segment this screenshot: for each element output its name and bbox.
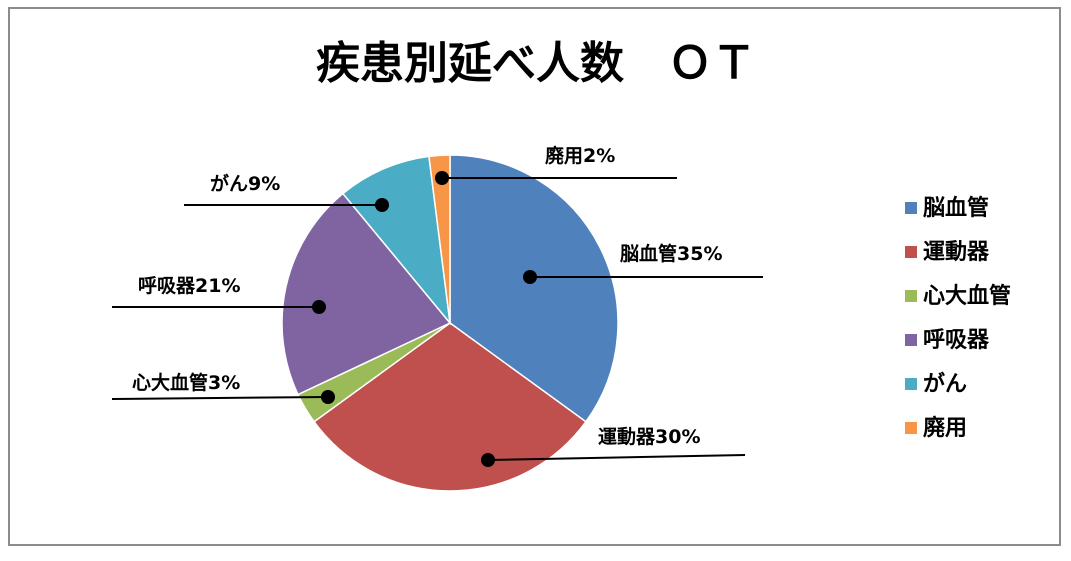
legend-label-5: がん (923, 371, 967, 397)
legend-swatch-3 (905, 290, 917, 302)
leader-dot-3 (321, 390, 335, 404)
leader-lines (111, 171, 763, 467)
legend-swatch-2 (905, 246, 917, 258)
leader-dot-4 (312, 300, 326, 314)
legend-label-6: 廃用 (923, 415, 967, 441)
data-label-6: 廃用2% (545, 144, 615, 167)
legend-swatch-1 (905, 202, 917, 214)
data-labels: 脳血管35% 運動器30% 心大血管3% 呼吸器21% がん9% 廃用2% (132, 144, 722, 448)
legend-swatch-5 (905, 378, 917, 390)
leader-dot-5 (375, 198, 389, 212)
legend-swatch-6 (905, 422, 917, 434)
legend-swatch-4 (905, 334, 917, 346)
leader-dot-1 (523, 270, 537, 284)
data-label-1: 脳血管35% (619, 242, 722, 265)
pie-slice-1 (449, 154, 619, 423)
legend-label-2: 運動器 (923, 240, 990, 265)
data-label-2: 運動器30% (598, 426, 700, 448)
pie-slice-2 (313, 322, 587, 492)
leader-line-3 (111, 396, 329, 400)
leader-dot-6 (435, 171, 449, 185)
leader-line-2 (487, 454, 746, 461)
pie-slices (281, 154, 619, 492)
legend-label-1: 脳血管 (923, 195, 989, 221)
legend-label-3: 心大血管 (923, 283, 1011, 309)
pie-slice-4 (281, 192, 452, 396)
data-label-4: 呼吸器21% (138, 275, 240, 297)
pie-slice-5 (341, 155, 452, 326)
leader-dot-2 (481, 453, 495, 467)
legend-label-4: 呼吸器 (923, 328, 990, 353)
data-label-3: 心大血管3% (132, 371, 240, 394)
pie-slice-6 (428, 154, 451, 324)
chart-title: 疾患別延べ人数 ＯＴ (316, 38, 756, 89)
data-label-5: がん9% (210, 172, 280, 195)
